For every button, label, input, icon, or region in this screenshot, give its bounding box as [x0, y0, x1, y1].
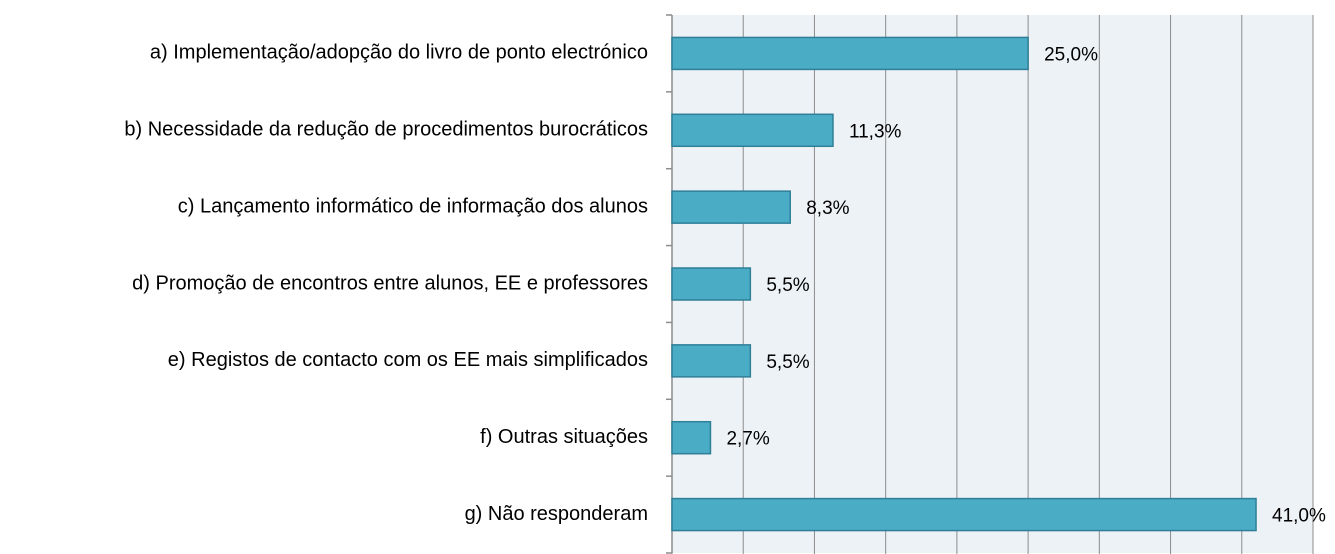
data-label: 5,5%: [766, 275, 809, 296]
y-tick-label: c) Lançamento informático de informação …: [178, 195, 648, 217]
data-label: 5,5%: [766, 352, 809, 373]
bar: [671, 344, 752, 378]
plot-area: [672, 15, 1313, 553]
data-label: 8,3%: [806, 198, 849, 219]
bar: [671, 36, 1029, 71]
data-label: 25,0%: [1044, 44, 1098, 65]
y-tick-label: a) Implementação/adopção do livro de pon…: [150, 42, 648, 64]
bar: [671, 113, 834, 148]
y-tick-label: b) Necessidade da redução de procediment…: [124, 119, 648, 141]
data-label: 2,7%: [726, 429, 769, 450]
bar: [671, 420, 712, 455]
y-tick-label: f) Outras situações: [480, 426, 648, 448]
y-tick-label: e) Registos de contacto com os EE mais s…: [168, 349, 648, 371]
data-label: 11,3%: [849, 121, 902, 142]
y-tick-label: d) Promoção de encontros entre alunos, E…: [132, 272, 648, 294]
data-label: 41,0%: [1272, 506, 1326, 527]
bar: [671, 267, 752, 301]
bar: [671, 497, 1257, 532]
y-tick-label: g) Não responderam: [465, 503, 648, 525]
bar: [671, 190, 791, 224]
